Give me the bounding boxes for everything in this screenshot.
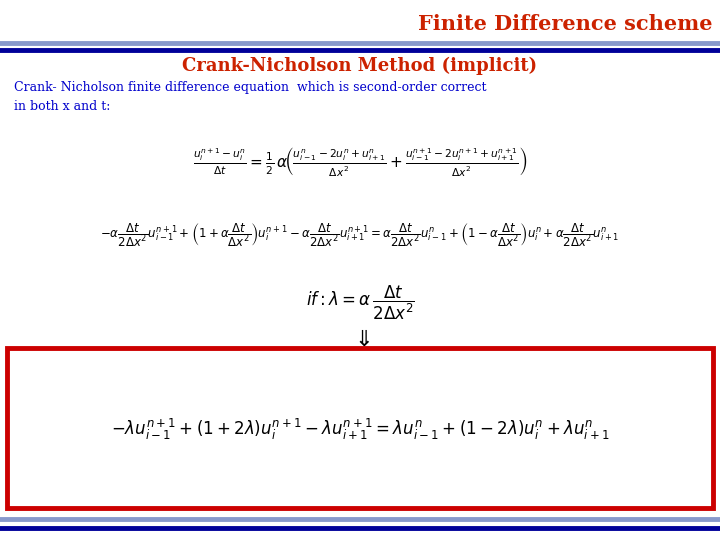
Text: $-\alpha\dfrac{\Delta t}{2\Delta x^2}u_{i-1}^{n+1} + \left(1+\alpha\dfrac{\Delta: $-\alpha\dfrac{\Delta t}{2\Delta x^2}u_{… [100, 221, 620, 249]
Text: $\Downarrow$: $\Downarrow$ [350, 330, 370, 350]
Text: Crank- Nicholson finite difference equation  which is second-order correct
in bo: Crank- Nicholson finite difference equat… [14, 81, 487, 113]
Text: Crank-Nicholson Method (implicit): Crank-Nicholson Method (implicit) [182, 57, 538, 75]
Text: Finite Difference scheme: Finite Difference scheme [418, 14, 713, 35]
FancyBboxPatch shape [7, 348, 713, 508]
Text: $\frac{u_i^{n+1} - u_i^{n}}{\Delta t} = \frac{1}{2}\,\alpha\!\left(\frac{u_{i-1}: $\frac{u_i^{n+1} - u_i^{n}}{\Delta t} = … [192, 145, 528, 179]
Text: $-\lambda u_{i-1}^{n+1} + \left(1+2\lambda\right)u_i^{n+1} - \lambda u_{i+1}^{n+: $-\lambda u_{i-1}^{n+1} + \left(1+2\lamb… [111, 417, 609, 442]
Text: $\mathit{if} : \lambda = \alpha\,\dfrac{\Delta t}{2\Delta x^2}$: $\mathit{if} : \lambda = \alpha\,\dfrac{… [305, 284, 415, 321]
